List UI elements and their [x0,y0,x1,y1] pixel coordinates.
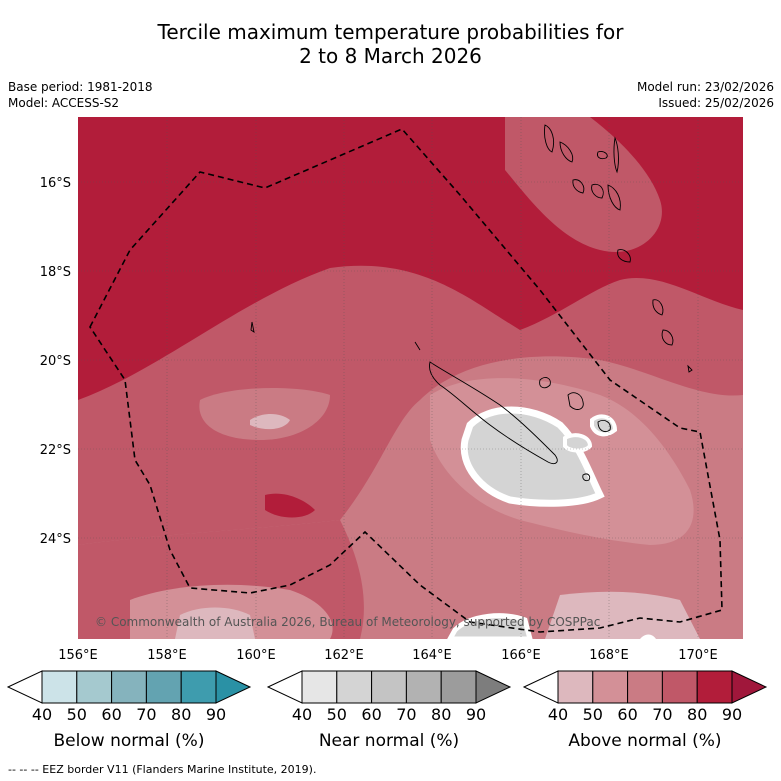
colorbar-near-normal: 40 50 60 70 80 90 [266,670,512,724]
coastlines [250,124,693,482]
colorbar-min-arrow [522,670,559,704]
colorbar-tick-label: 40 [32,705,52,724]
colorbar-tick-label: 60 [361,705,381,724]
colorbar-tick-label: 70 [652,705,672,724]
colorbar-swatch [627,670,663,704]
colorbar-tick-label: 90 [722,705,742,724]
base-period: Base period: 1981-2018 [8,80,153,94]
lat-tick-label: 20°S [40,354,71,369]
colorbar-swatch [336,670,373,704]
colorbar-swatch [301,670,338,704]
lon-tick-label: 168°E [589,648,629,663]
colorbar-tick-label: 50 [583,705,603,724]
colorbar-swatch [111,670,147,704]
colorbar-tick-label: 90 [466,705,486,724]
lat-tick-label: 24°S [40,532,71,547]
colorbar-swatch [440,670,477,704]
colorbar-max-arrow [731,670,768,704]
lon-tick-label: 156°E [58,648,98,663]
eez-source-note: -- -- -- EEZ border V11 (Flanders Marine… [8,763,317,776]
copyright-text: © Commonwealth of Australia 2026, Bureau… [95,615,600,629]
colorbar-tick-label: 70 [136,705,156,724]
lat-tick-label: 18°S [40,265,71,280]
colorbar-tick-label: 40 [292,705,312,724]
title-line-2: 2 to 8 March 2026 [299,44,482,68]
lat-tick-label: 16°S [40,176,71,191]
colorbar-max-arrow [475,670,512,704]
title-line-1: Tercile maximum temperature probabilitie… [157,20,624,44]
colorbar-tick-label: 60 [101,705,121,724]
colorbar-swatch [405,670,442,704]
colorbar-tick-label: 50 [327,705,347,724]
colorbar-below-normal: 40 50 60 70 80 90 [6,670,252,724]
colorbar-swatch [180,670,217,704]
colorbar-min-arrow [266,670,303,704]
colorbar-tick-label: 50 [67,705,87,724]
model-run: Model run: 23/02/2026 [636,80,774,94]
colorbar-swatch [371,670,407,704]
model-name: Model: ACCESS-S2 [8,96,120,110]
issued-date: Issued: 25/02/2026 [658,96,774,110]
lon-tick-label: 170°E [678,648,718,663]
colorbar-max-arrow [215,670,252,704]
colorbar-tick-label: 70 [396,705,416,724]
lon-tick-label: 158°E [147,648,187,663]
colorbar-tick-label: 90 [206,705,226,724]
lon-tick-label: 164°E [412,648,452,663]
colorbar-swatch [76,670,113,704]
colorbar-above-normal: 40 50 60 70 80 90 [522,670,768,724]
above-normal-label: Above normal (%) [568,731,722,751]
colorbar-swatch [557,670,594,704]
latitude-ticks: 16°S 18°S 20°S 22°S 24°S [40,176,71,547]
colorbar-min-arrow [6,670,43,704]
near-normal-label: Near normal (%) [318,731,460,751]
lon-tick-label: 162°E [324,648,364,663]
colorbar-swatch [592,670,629,704]
colorbar-tick-label: 60 [617,705,637,724]
colorbar-swatch [145,670,182,704]
colorbar-swatch [41,670,78,704]
colorbar-swatch [696,670,733,704]
below-normal-label: Below normal (%) [53,731,205,751]
colorbar-tick-label: 40 [548,705,568,724]
longitude-ticks: 156°E 158°E 160°E 162°E 164°E 166°E 168°E 170°E [58,648,718,663]
colorbar-tick-label: 80 [171,705,191,724]
colorbar-swatch [661,670,698,704]
lat-tick-label: 22°S [40,443,71,458]
probability-field [78,117,743,639]
lon-tick-label: 160°E [236,648,276,663]
eez-border [89,128,723,633]
colorbar-tick-label: 80 [431,705,451,724]
lon-tick-label: 166°E [501,648,541,663]
colorbar-tick-label: 80 [687,705,707,724]
